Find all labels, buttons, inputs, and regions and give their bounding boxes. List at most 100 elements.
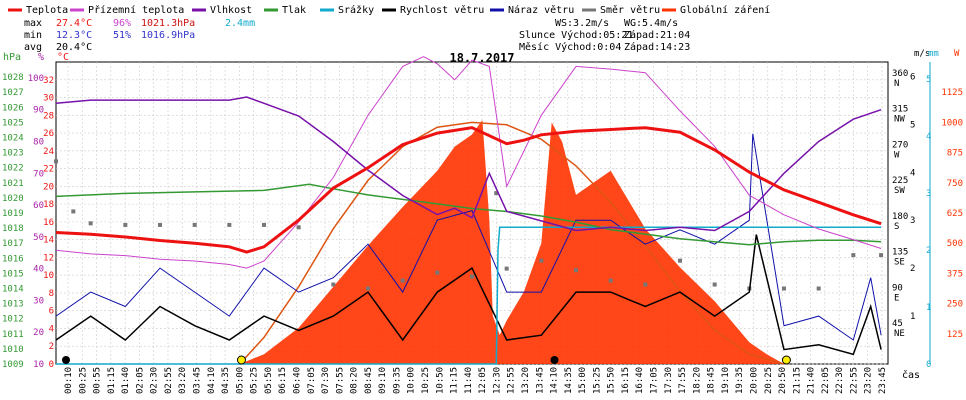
x-tick-label: 23:45 xyxy=(878,367,888,394)
w-tick-label: 750 xyxy=(947,179,963,189)
x-tick-label: 13:45 xyxy=(535,367,545,394)
stat-max-label: max xyxy=(24,18,42,29)
dir-tick-deg: 45 xyxy=(892,319,903,329)
wind-direction-point xyxy=(539,258,544,263)
wind-direction-point xyxy=(88,221,93,226)
x-axis-label: čas xyxy=(902,369,920,381)
series-pressure xyxy=(55,183,882,246)
x-tick-label: 22:05 xyxy=(821,367,831,394)
dir-tick-name: SE xyxy=(894,258,905,268)
series-clear-sky-radiation xyxy=(239,121,785,365)
dir-tick-deg: 270 xyxy=(892,140,908,150)
pct-tick-label: 100 xyxy=(28,74,44,84)
legend: Teplota Přízemní teplota Vlhkost Tlak Srážky… xyxy=(8,4,770,16)
x-tick-label: 08:45 xyxy=(364,367,374,394)
x-tick-label: 11:40 xyxy=(464,367,474,394)
temp-tick-label: 22 xyxy=(43,165,54,175)
x-tick-label: 05:50 xyxy=(264,367,274,394)
x-tick-label: 07:30 xyxy=(321,367,331,394)
x-tick-label: 23:20 xyxy=(864,367,874,394)
x-tick-label: 00:55 xyxy=(93,367,103,394)
hpa-tick-label: 1023 xyxy=(2,149,24,159)
wind-direction-point xyxy=(71,209,76,214)
x-tick-label: 09:10 xyxy=(378,367,388,394)
info-moon-set: Západ:14:23 xyxy=(624,41,690,53)
pct-tick-label: 20 xyxy=(33,328,44,338)
sun-rise-marker xyxy=(236,355,246,365)
wind-direction-point xyxy=(366,286,370,291)
legend-label: Vlhkost xyxy=(210,5,252,16)
sun-set-marker xyxy=(781,355,791,365)
temp-tick-label: 18 xyxy=(43,200,54,210)
x-tick-label: 18:20 xyxy=(692,367,702,394)
dir-tick-deg: 225 xyxy=(892,176,908,186)
temp-axis-label: °C xyxy=(57,52,69,63)
x-tick-label: 09:35 xyxy=(392,367,402,394)
hpa-axis-label: hPa xyxy=(3,52,21,63)
info-moon: Měsíc Východ:0:04 xyxy=(519,41,621,53)
x-tick-label: 19:35 xyxy=(735,367,745,394)
hpa-tick-label: 1014 xyxy=(2,285,24,295)
stat-max-press: 1021.3hPa xyxy=(141,18,195,29)
stat-min-press: 1016.9hPa xyxy=(141,30,195,41)
x-tick-label: 11:15 xyxy=(450,367,460,394)
temp-tick-label: 24 xyxy=(43,147,54,157)
dir-tick-deg: 315 xyxy=(892,105,908,115)
hpa-tick-label: 1020 xyxy=(2,194,24,204)
dir-tick-deg: 90 xyxy=(892,283,903,293)
wind-direction-point xyxy=(712,282,717,287)
x-tick-label: 16:40 xyxy=(635,367,645,394)
hpa-tick-label: 1012 xyxy=(2,315,24,325)
temp-tick-label: 10 xyxy=(43,271,54,281)
stat-avg-temp: 20.4°C xyxy=(56,42,92,53)
legend-label: Rychlost větru xyxy=(400,4,484,16)
x-axis: 00:10 00:25 00:55 01:15 01:40 02:05 02:30 02:55… xyxy=(64,367,920,394)
w-tick-label: 875 xyxy=(947,149,963,159)
legend-label: Teplota xyxy=(26,5,68,16)
wind-direction-point xyxy=(816,286,821,291)
x-tick-label: 10:00 xyxy=(407,367,417,394)
x-tick-label: 07:05 xyxy=(307,367,317,394)
x-tick-label: 21:15 xyxy=(792,367,802,394)
x-tick-label: 18:45 xyxy=(707,367,717,394)
legend-label: Směr větru xyxy=(600,4,660,16)
mm-tick-label: 0 xyxy=(926,360,931,370)
pct-tick-label: 60 xyxy=(33,201,44,211)
temp-tick-label: 32 xyxy=(43,76,54,86)
wind-direction-point xyxy=(608,278,613,283)
series-rain xyxy=(56,226,882,365)
wind-direction-point xyxy=(296,225,301,230)
series-wind-speed xyxy=(55,234,882,356)
x-tick-label: 14:35 xyxy=(564,367,574,394)
series-temperature xyxy=(55,126,882,254)
series-wind-gust xyxy=(55,133,882,341)
x-tick-label: 00:25 xyxy=(78,367,88,394)
info-ws: WS:3.2m/s xyxy=(555,18,609,29)
x-tick-label: 02:30 xyxy=(150,367,160,394)
dir-tick-name: N xyxy=(894,79,899,89)
hpa-tick-label: 1024 xyxy=(2,134,24,144)
hpa-tick-label: 1016 xyxy=(2,254,24,264)
stat-min-hum: 51% xyxy=(113,30,131,41)
dir-tick-name: NE xyxy=(894,329,905,339)
pct-tick-label: 30 xyxy=(33,296,44,306)
wind-direction-point xyxy=(227,222,232,227)
pct-axis-label: % xyxy=(38,52,44,63)
x-tick-label: 22:30 xyxy=(835,367,845,394)
wind-direction-point xyxy=(192,222,197,227)
legend-label: Srážky xyxy=(338,4,374,16)
info-sun: Slunce Východ:05:21 xyxy=(519,29,633,41)
wind-direction-point xyxy=(678,258,682,263)
ms-tick-label: 4 xyxy=(910,168,915,178)
temp-tick-label: 28 xyxy=(43,111,54,121)
mm-tick-label: 5 xyxy=(926,75,931,85)
pct-tick-label: 50 xyxy=(33,233,44,243)
hpa-tick-label: 1027 xyxy=(2,88,24,98)
x-tick-label: 01:15 xyxy=(107,367,117,394)
w-tick-label: 375 xyxy=(947,269,963,279)
x-tick-label: 17:55 xyxy=(678,367,688,394)
mm-tick-label: 1 xyxy=(926,303,931,313)
x-tick-label: 06:40 xyxy=(292,367,302,394)
pct-tick-label: 40 xyxy=(33,265,44,275)
